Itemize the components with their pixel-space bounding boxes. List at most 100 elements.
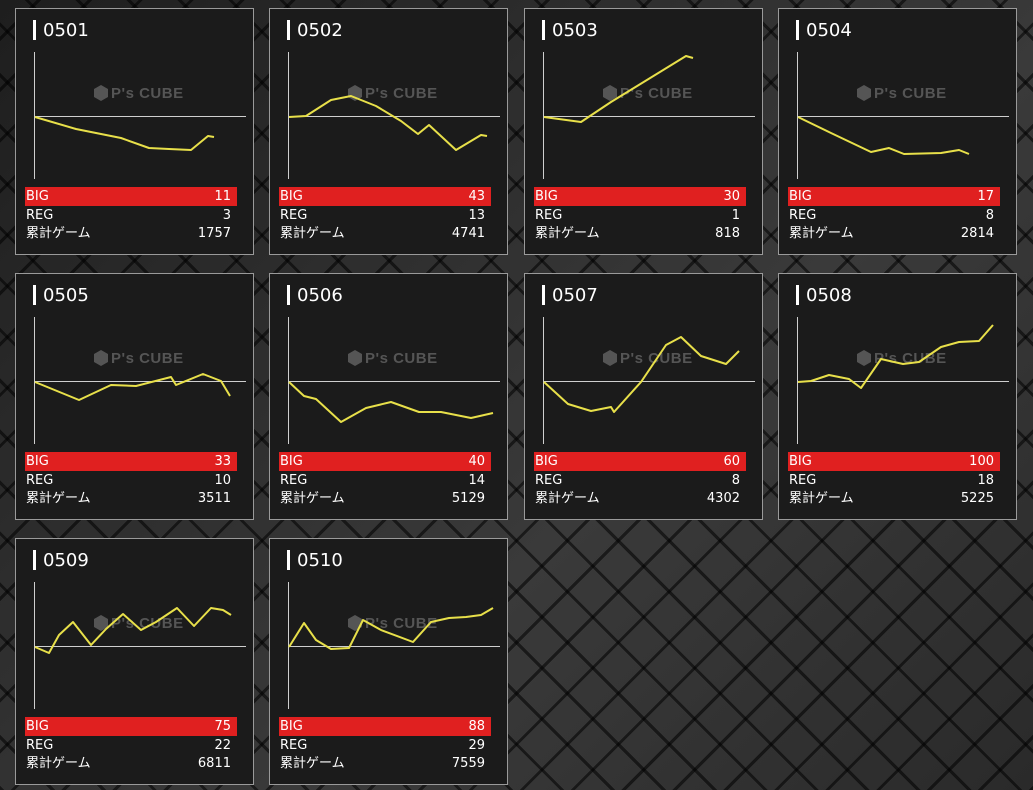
reg-count: 22 bbox=[214, 738, 231, 753]
reg-count-row: REG 8 bbox=[788, 206, 1000, 225]
reg-label: REG bbox=[535, 208, 563, 223]
total-games-label: 累計ゲーム bbox=[280, 491, 345, 506]
reg-count: 1 bbox=[731, 208, 740, 223]
big-label: BIG bbox=[26, 454, 49, 469]
total-games-label: 累計ゲーム bbox=[535, 491, 600, 506]
reg-count: 8 bbox=[985, 208, 994, 223]
machine-card[interactable]: 0510 P's CUBE BIG 88 REG 29 累計ゲーム 7559 bbox=[269, 538, 508, 785]
machine-number: 0501 bbox=[43, 20, 89, 41]
diff-series-line bbox=[543, 336, 740, 413]
watermark-text: P's CUBE bbox=[111, 350, 184, 367]
total-games-label: 累計ゲーム bbox=[280, 226, 345, 241]
total-games-count: 2814 bbox=[960, 226, 994, 241]
cube-logo-icon bbox=[857, 85, 871, 101]
big-count-row: BIG 43 bbox=[279, 187, 491, 206]
watermark-logo: P's CUBE bbox=[94, 350, 184, 367]
big-count-row: BIG 17 bbox=[788, 187, 1000, 206]
reg-label: REG bbox=[26, 473, 54, 488]
reg-label: REG bbox=[789, 208, 817, 223]
title-accent-bar bbox=[542, 285, 545, 305]
total-games-row: 累計ゲーム 3511 bbox=[25, 489, 237, 508]
diff-series-line bbox=[288, 607, 494, 650]
machine-card[interactable]: 0504 P's CUBE BIG 17 REG 8 累計ゲーム 2814 bbox=[778, 8, 1017, 255]
machine-card[interactable]: 0508 P's CUBE BIG 100 REG 18 累計ゲーム 5225 bbox=[778, 273, 1017, 520]
machine-card[interactable]: 0507 P's CUBE BIG 60 REG 8 累計ゲーム 4302 bbox=[524, 273, 763, 520]
big-count-row: BIG 11 bbox=[25, 187, 237, 206]
reg-count-row: REG 3 bbox=[25, 206, 237, 225]
machine-number: 0505 bbox=[43, 285, 89, 306]
cube-logo-icon bbox=[94, 85, 108, 101]
total-games-count: 4741 bbox=[451, 226, 485, 241]
slump-graph bbox=[34, 582, 246, 709]
watermark-logo: P's CUBE bbox=[603, 85, 693, 102]
total-games-count: 5129 bbox=[451, 491, 485, 506]
total-games-row: 累計ゲーム 7559 bbox=[279, 754, 491, 773]
total-games-count: 1757 bbox=[197, 226, 231, 241]
big-count-row: BIG 30 bbox=[534, 187, 746, 206]
title-accent-bar bbox=[287, 550, 290, 570]
machine-card[interactable]: 0506 P's CUBE BIG 40 REG 14 累計ゲーム 5129 bbox=[269, 273, 508, 520]
watermark-text: P's CUBE bbox=[365, 615, 438, 632]
watermark-logo: P's CUBE bbox=[857, 85, 947, 102]
watermark-text: P's CUBE bbox=[874, 350, 947, 367]
big-count-row: BIG 40 bbox=[279, 452, 491, 471]
slump-graph bbox=[288, 52, 500, 179]
total-games-count: 5225 bbox=[960, 491, 994, 506]
reg-count: 3 bbox=[222, 208, 231, 223]
big-count: 88 bbox=[468, 719, 485, 734]
big-label: BIG bbox=[280, 719, 303, 734]
big-label: BIG bbox=[26, 719, 49, 734]
machine-card[interactable]: 0505 P's CUBE BIG 33 REG 10 累計ゲーム 3511 bbox=[15, 273, 254, 520]
total-games-count: 3511 bbox=[197, 491, 231, 506]
machine-card[interactable]: 0501 P's CUBE BIG 11 REG 3 累計ゲーム 1757 bbox=[15, 8, 254, 255]
cube-logo-icon bbox=[94, 615, 108, 631]
slump-graph bbox=[288, 582, 500, 709]
total-games-label: 累計ゲーム bbox=[280, 756, 345, 771]
machine-number: 0503 bbox=[552, 20, 598, 41]
watermark-text: P's CUBE bbox=[874, 85, 947, 102]
big-count: 40 bbox=[468, 454, 485, 469]
title-accent-bar bbox=[287, 20, 290, 40]
big-count-row: BIG 60 bbox=[534, 452, 746, 471]
watermark-text: P's CUBE bbox=[365, 85, 438, 102]
title-accent-bar bbox=[33, 20, 36, 40]
total-games-row: 累計ゲーム 818 bbox=[534, 224, 746, 243]
reg-count-row: REG 10 bbox=[25, 471, 237, 490]
slump-graph bbox=[797, 317, 1009, 444]
watermark-logo: P's CUBE bbox=[94, 85, 184, 102]
title-accent-bar bbox=[33, 285, 36, 305]
slump-graph bbox=[543, 317, 755, 444]
total-games-row: 累計ゲーム 2814 bbox=[788, 224, 1000, 243]
watermark-text: P's CUBE bbox=[111, 85, 184, 102]
machine-card[interactable]: 0509 P's CUBE BIG 75 REG 22 累計ゲーム 6811 bbox=[15, 538, 254, 785]
total-games-row: 累計ゲーム 5225 bbox=[788, 489, 1000, 508]
total-games-row: 累計ゲーム 6811 bbox=[25, 754, 237, 773]
big-count-row: BIG 88 bbox=[279, 717, 491, 736]
big-label: BIG bbox=[535, 454, 558, 469]
reg-label: REG bbox=[280, 208, 308, 223]
total-games-count: 7559 bbox=[451, 756, 485, 771]
total-games-count: 4302 bbox=[706, 491, 740, 506]
total-games-label: 累計ゲーム bbox=[26, 226, 91, 241]
reg-count-row: REG 29 bbox=[279, 736, 491, 755]
total-games-row: 累計ゲーム 4741 bbox=[279, 224, 491, 243]
cube-logo-icon bbox=[94, 350, 108, 366]
diff-series-line bbox=[34, 373, 231, 401]
machine-card[interactable]: 0503 P's CUBE BIG 30 REG 1 累計ゲーム 818 bbox=[524, 8, 763, 255]
big-count-row: BIG 100 bbox=[788, 452, 1000, 471]
slump-graph bbox=[34, 317, 246, 444]
reg-count: 18 bbox=[977, 473, 994, 488]
total-games-label: 累計ゲーム bbox=[535, 226, 600, 241]
title-accent-bar bbox=[796, 20, 799, 40]
slump-graph bbox=[288, 317, 500, 444]
reg-count: 14 bbox=[468, 473, 485, 488]
reg-count-row: REG 14 bbox=[279, 471, 491, 490]
slump-graph bbox=[34, 52, 246, 179]
big-count: 17 bbox=[977, 189, 994, 204]
total-games-row: 累計ゲーム 1757 bbox=[25, 224, 237, 243]
big-count: 60 bbox=[723, 454, 740, 469]
big-count: 30 bbox=[723, 189, 740, 204]
machine-card[interactable]: 0502 P's CUBE BIG 43 REG 13 累計ゲーム 4741 bbox=[269, 8, 508, 255]
big-label: BIG bbox=[26, 189, 49, 204]
reg-label: REG bbox=[280, 473, 308, 488]
